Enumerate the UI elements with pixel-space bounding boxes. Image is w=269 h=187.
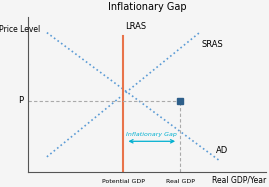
Text: AD: AD [216, 146, 228, 155]
Text: Inflationary Gap: Inflationary Gap [126, 132, 177, 137]
Text: Potential GDP: Potential GDP [102, 179, 145, 184]
Text: Real GDP: Real GDP [166, 179, 195, 184]
Text: P: P [18, 96, 23, 105]
Text: LRAS: LRAS [126, 22, 147, 31]
Text: Price Level: Price Level [0, 25, 40, 34]
Text: Inflationary Gap: Inflationary Gap [108, 2, 186, 13]
Text: Real GDP/Year: Real GDP/Year [212, 175, 266, 184]
Text: SRAS: SRAS [202, 40, 224, 49]
